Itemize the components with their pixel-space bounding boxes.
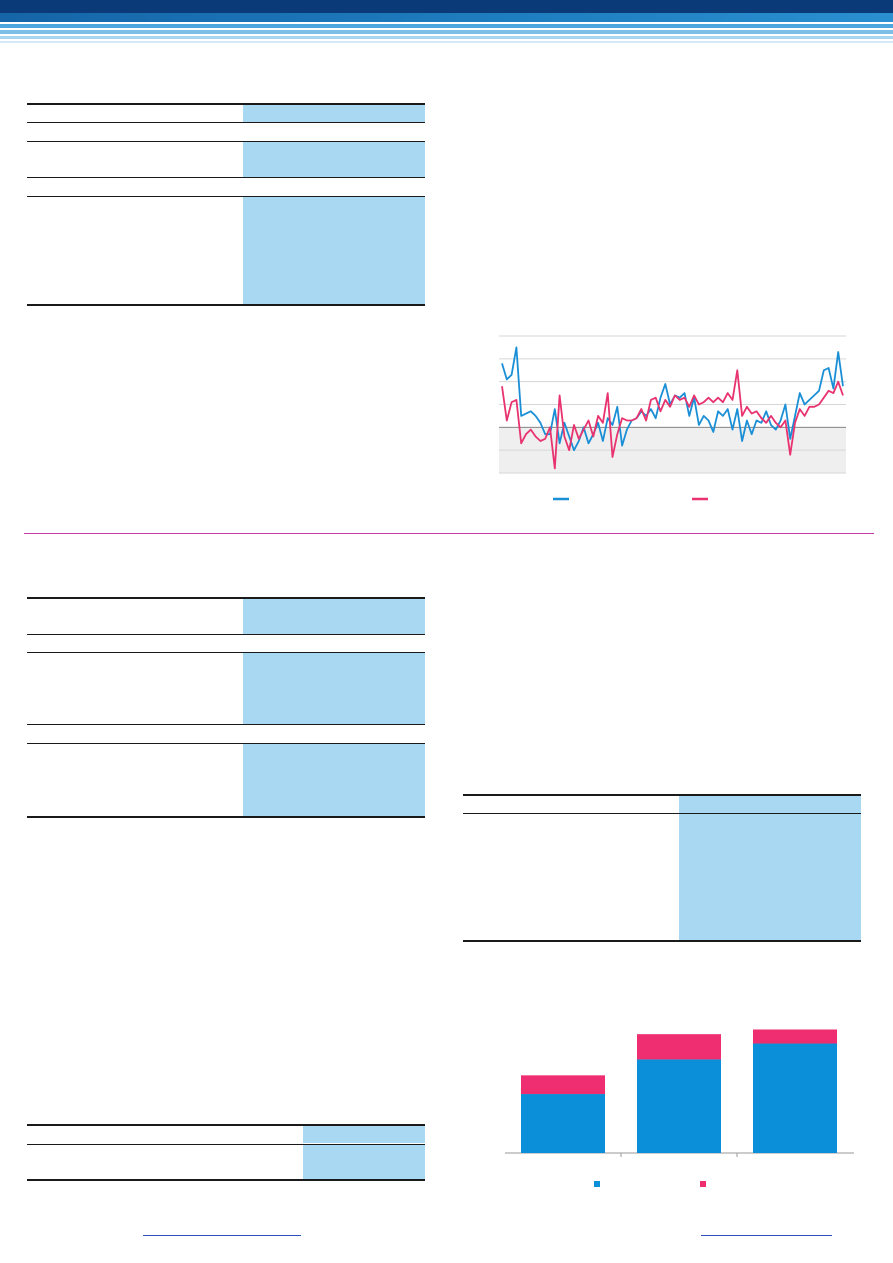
table-4-rule	[27, 1144, 425, 1145]
table-1-top-rule	[27, 103, 425, 105]
table-1-shade-block-2	[243, 197, 425, 305]
bar-3-segment-2	[753, 1029, 837, 1044]
table-2-shade-block-1	[243, 653, 425, 724]
table-2-shade-header	[243, 598, 425, 634]
table-2-rule	[27, 724, 425, 725]
table-1-shade-header	[243, 104, 425, 122]
table-3-rule	[463, 813, 861, 814]
table-1-rule	[27, 177, 425, 178]
stacked-bar-chart	[505, 1029, 854, 1187]
footer-link-left[interactable]	[143, 1235, 301, 1236]
header-stripe-light-4	[0, 41, 893, 43]
table-1-rule	[27, 196, 425, 197]
table-2-bottom-rule	[27, 816, 425, 818]
table-1-bottom-rule	[27, 304, 425, 306]
legend-swatch-1	[594, 1181, 600, 1187]
bar-3-segment-1	[753, 1043, 837, 1153]
table-3-bottom-rule	[463, 940, 861, 942]
table-2-shade-block-2	[243, 744, 425, 816]
table-2-rule	[27, 634, 425, 635]
table-3-shade-body	[679, 814, 861, 941]
table-3-top-rule	[463, 794, 861, 796]
bar-chart-plot	[505, 1029, 854, 1187]
table-3-shade-header	[679, 795, 861, 813]
bar-2-segment-2	[637, 1034, 721, 1060]
table-4-shade-header	[303, 1125, 425, 1143]
table-4-top-rule	[27, 1124, 425, 1126]
table-1-shade-block-1	[243, 142, 425, 177]
bar-1-segment-2	[521, 1075, 605, 1095]
series-line-2	[501, 369, 844, 470]
table-1-rule	[27, 122, 425, 123]
legend-swatch-2	[700, 1181, 706, 1187]
header-stripe-mid	[0, 13, 893, 22]
bar-1-segment-1	[521, 1094, 605, 1153]
table-4-shade-body	[303, 1145, 425, 1180]
header-stripe-dark	[0, 0, 893, 13]
header-stripe-light-1	[0, 24, 893, 28]
header-stripe-light-2	[0, 30, 893, 34]
table-2-top-rule	[27, 597, 425, 599]
header-stripe-light-3	[0, 36, 893, 39]
line-chart-plot	[499, 335, 846, 501]
table-2-rule	[27, 652, 425, 653]
table-4-bottom-rule	[27, 1179, 425, 1181]
line-chart	[499, 335, 846, 501]
section-divider	[24, 533, 874, 534]
table-2-rule	[27, 743, 425, 744]
table-1-rule	[27, 141, 425, 142]
bar-2-segment-1	[637, 1059, 721, 1153]
footer-link-right[interactable]	[701, 1235, 832, 1236]
